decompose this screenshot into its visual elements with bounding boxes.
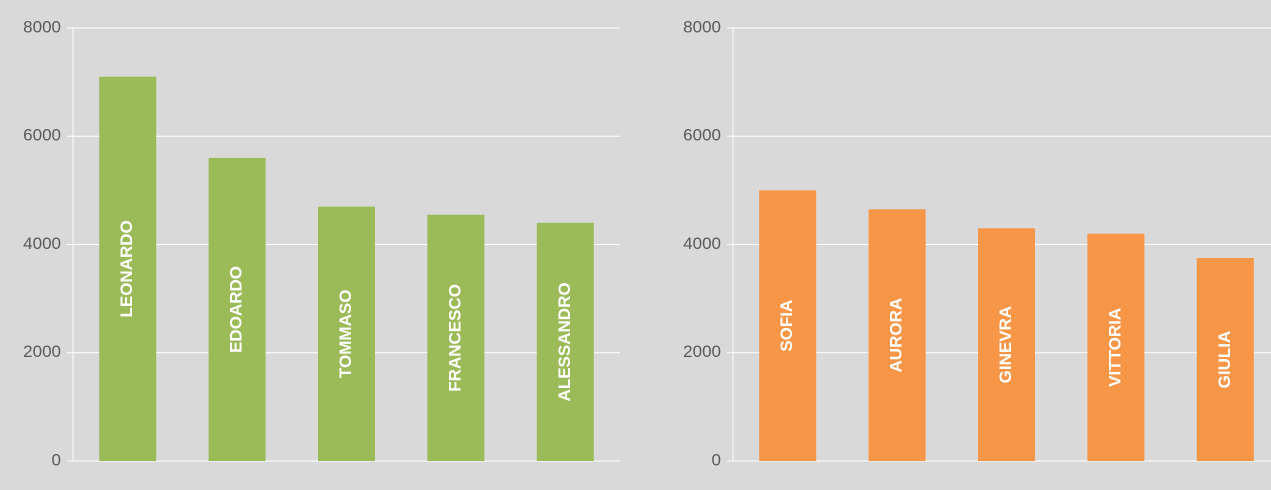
bar (208, 157, 266, 461)
bar-label: LEONARDO (117, 220, 136, 317)
bar (318, 206, 375, 461)
bar-label: SOFIA (777, 300, 796, 352)
bar-label: EDOARDO (227, 266, 246, 353)
y-tick-label: 6000 (683, 126, 721, 145)
bar (427, 214, 485, 461)
y-tick-label: 8000 (23, 17, 61, 36)
y-tick-label: 4000 (683, 234, 721, 253)
bar (978, 228, 1035, 461)
y-tick-label: 0 (52, 450, 61, 469)
bar (759, 190, 817, 461)
bar-label: ALESSANDRO (555, 282, 574, 401)
y-tick-label: 2000 (683, 342, 721, 361)
y-tick-label: 2000 (23, 342, 61, 361)
bar (1087, 233, 1145, 461)
bar (536, 222, 594, 461)
bar-label: VITTORIA (1105, 308, 1124, 387)
bar (99, 76, 157, 462)
bar-label: GIULIA (1215, 331, 1234, 389)
y-tick-label: 0 (712, 450, 721, 469)
y-tick-label: 4000 (23, 234, 61, 253)
bar (1196, 258, 1254, 461)
y-tick-label: 6000 (23, 126, 61, 145)
bar (868, 209, 926, 461)
bar-label: AURORA (887, 298, 906, 373)
bar-label: GINEVRA (996, 306, 1015, 383)
bar-label: FRANCESCO (445, 284, 464, 392)
bar-label: TOMMASO (336, 290, 355, 378)
y-tick-label: 8000 (683, 17, 721, 36)
